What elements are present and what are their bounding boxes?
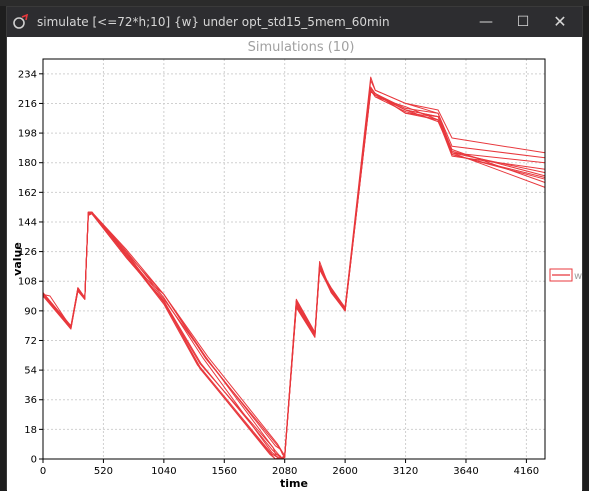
maximize-button[interactable]: ☐ (506, 7, 540, 37)
x-tick-label: 0 (40, 466, 46, 477)
close-button[interactable]: ✕ (543, 7, 577, 37)
y-tick-label: 144 (18, 217, 37, 228)
x-tick-label: 3640 (453, 466, 478, 477)
title-bar[interactable]: simulate [<=72*h;10] {w} under opt_std15… (7, 7, 582, 37)
simulation-chart[interactable]: 0 18 36 54 72 90 108 126 144 162 180 198 216 234 0 520… (7, 37, 582, 489)
y-tick-label: 198 (18, 129, 37, 140)
y-tick-label: 180 (18, 158, 37, 169)
x-tick-label: 1040 (151, 466, 176, 477)
background-app-strip (0, 0, 589, 6)
uppaal-app-icon (13, 14, 29, 29)
x-tick-label: 1560 (212, 466, 237, 477)
y-tick-label: 54 (24, 366, 37, 377)
y-tick-label: 162 (18, 188, 37, 199)
series-line-1 (42, 88, 546, 460)
x-tick-label: 2600 (332, 466, 357, 477)
minimize-button[interactable]: — (469, 7, 503, 37)
chart-title: Simulations (10) (247, 40, 355, 55)
y-tick-label: 216 (18, 99, 37, 110)
legend[interactable]: w (549, 268, 582, 282)
y-tick-label: 90 (24, 306, 37, 317)
y-axis-ticks: 0 18 36 54 72 90 108 126 144 162 180 198 216 234 (18, 69, 43, 466)
chart-panel: Simulations (10) 0 18 36 54 72 90 108 126 144 162… (7, 37, 582, 491)
series-line-9 (42, 88, 546, 457)
series-line-3 (42, 89, 546, 460)
minimize-icon: — (479, 14, 493, 30)
series-line-7 (42, 76, 546, 457)
series-line-8 (42, 89, 546, 458)
x-axis-label: time (280, 477, 308, 489)
y-tick-label: 0 (31, 455, 37, 466)
close-icon: ✕ (553, 12, 567, 31)
y-tick-label: 18 (24, 425, 37, 436)
series-line-10 (42, 89, 546, 460)
plot-frame (42, 58, 546, 460)
x-axis-ticks: 0 520 1040 1560 2080 2600 3120 3640 4160 (40, 459, 539, 477)
chart-grid (42, 59, 545, 460)
x-tick-label: 3120 (393, 466, 418, 477)
x-tick-label: 4160 (514, 466, 539, 477)
window-title: simulate [<=72*h;10] {w} under opt_std15… (37, 15, 390, 29)
series-layer (42, 76, 546, 460)
x-tick-label: 2080 (272, 466, 297, 477)
simulation-window: simulate [<=72*h;10] {w} under opt_std15… (6, 6, 583, 491)
x-tick-label: 520 (94, 466, 113, 477)
series-line-4 (42, 79, 546, 458)
y-tick-label: 72 (24, 336, 37, 347)
series-line-6 (42, 91, 546, 460)
y-tick-label: 126 (18, 247, 37, 258)
legend-label-w: w (574, 271, 582, 282)
series-line-5 (42, 88, 546, 460)
y-tick-label: 36 (24, 395, 37, 406)
y-axis-label: value (11, 242, 24, 276)
y-tick-label: 108 (18, 277, 37, 288)
maximize-icon: ☐ (516, 14, 530, 30)
series-line-2 (42, 86, 546, 460)
y-tick-label: 234 (18, 69, 37, 80)
